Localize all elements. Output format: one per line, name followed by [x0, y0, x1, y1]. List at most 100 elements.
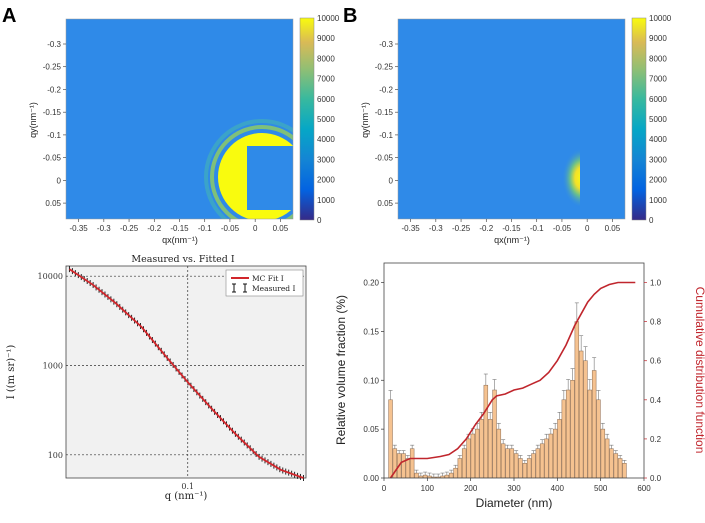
bar — [604, 438, 610, 478]
bar — [583, 360, 588, 478]
y-tick-label: -0.1 — [47, 131, 61, 140]
y2-tick-label: 0.6 — [650, 357, 662, 366]
y-tick-label: -0.1 — [379, 131, 393, 140]
bar — [392, 448, 398, 478]
y-tick-label: 1000 — [43, 361, 63, 370]
bar — [531, 453, 536, 478]
heatmap-a-axes: -0.35 -0.3 -0.25 -0.2 -0.15 -0.1 -0.05 0 0.05 -0.… — [43, 40, 289, 233]
colorbar-tick-label: 2000 — [317, 176, 335, 185]
legend-measured-label: Measured I — [252, 284, 295, 293]
y2-tick-label: 0.0 — [650, 474, 662, 483]
legend-fit-label: MC Fit I — [252, 274, 284, 283]
colorbar-tick-label: 5000 — [317, 115, 335, 124]
y-tick-label: 0.15 — [363, 327, 379, 336]
x-tick-label: 0 — [585, 224, 590, 233]
bar — [535, 448, 541, 478]
y-tick-label: 0.05 — [45, 199, 61, 208]
x-tick-label: 300 — [507, 484, 521, 493]
bar — [409, 448, 415, 478]
y-tick-label: -0.3 — [379, 40, 393, 49]
panel-letter-a: A — [2, 5, 16, 27]
heatmap-a — [65, 18, 294, 220]
bar — [457, 458, 463, 478]
x-tick-label: -0.25 — [452, 224, 471, 233]
colorbar-tick-label: 3000 — [649, 155, 667, 164]
heatmap-a-xlabel: qx(nm⁻¹) — [162, 235, 198, 245]
colorbar-a-gradient — [299, 17, 315, 221]
x-tick-label: 500 — [594, 484, 608, 493]
colorbar-a — [299, 17, 315, 221]
heatmap-a-outer-ring — [204, 119, 293, 219]
x-tick-label: 600 — [637, 484, 651, 493]
panel-c-legend: MC Fit I Measured I — [225, 269, 304, 297]
colorbar-tick-label: 10000 — [317, 14, 340, 23]
bar — [422, 474, 428, 478]
bar — [505, 448, 510, 478]
bar — [578, 350, 584, 478]
panel-d-ylabel: Relative volume fraction (%) — [334, 295, 348, 445]
y-tick-label: 0.10 — [363, 376, 379, 385]
fit-line — [68, 268, 304, 479]
bar — [591, 370, 597, 478]
bar — [500, 443, 506, 478]
colorbar-tick-label: 7000 — [649, 75, 667, 84]
x-tick-label: -0.05 — [553, 224, 572, 233]
legend-measured-swatch — [232, 283, 247, 293]
colorbar-tick-label: 2000 — [649, 176, 667, 185]
bar — [444, 474, 450, 478]
panel-c-ylabel: I ((m sr)⁻¹) — [6, 345, 17, 400]
y-tick-label: 100 — [48, 451, 63, 460]
y-tick-label: 0.05 — [363, 425, 379, 434]
y-tick-label: 0.00 — [363, 474, 379, 483]
bar — [518, 458, 523, 478]
colorbar-tick-label: 0 — [649, 216, 654, 225]
bar — [483, 384, 489, 478]
bar — [609, 448, 614, 478]
y-tick-label: -0.15 — [43, 108, 62, 117]
y-tick-label: 0 — [389, 176, 394, 185]
panel-d-background — [325, 250, 705, 523]
colorbar-b — [631, 17, 647, 221]
bar — [388, 399, 393, 478]
y-tick-label: -0.15 — [375, 108, 394, 117]
bar — [474, 428, 480, 478]
y-tick-label: -0.2 — [47, 85, 61, 94]
x-tick-label: -0.2 — [147, 224, 161, 233]
bar — [487, 419, 493, 478]
bar — [461, 448, 467, 478]
bar — [448, 472, 454, 478]
bar — [522, 463, 528, 478]
y-tick-label: 10000 — [38, 272, 63, 281]
y2-tick-label: 0.8 — [650, 318, 662, 327]
x-tick-label: -0.1 — [530, 224, 544, 233]
x-tick-label: -0.2 — [479, 224, 493, 233]
colorbar-tick-label: 1000 — [649, 196, 667, 205]
heatmap-b-ylabel: qy(nm⁻¹) — [360, 102, 370, 138]
y-tick-label: -0.3 — [47, 40, 61, 49]
panel-c-plot-area — [65, 265, 307, 479]
colorbar-tick-label: 3000 — [317, 155, 335, 164]
panel-letter-b: B — [343, 5, 357, 27]
bar — [513, 453, 519, 478]
colorbar-tick-label: 7000 — [317, 75, 335, 84]
x-tick-label: 200 — [464, 484, 478, 493]
panel-c-title: Measured vs. Fitted I — [131, 254, 235, 265]
panel-c-axes: 0.1 100 1000 10000 — [38, 266, 306, 491]
y-tick-label: -0.05 — [375, 154, 394, 163]
x-tick-label: -0.35 — [401, 224, 420, 233]
colorbar-tick-label: 8000 — [317, 54, 335, 63]
colorbar-tick-label: 9000 — [649, 34, 667, 43]
bar — [470, 433, 476, 478]
x-tick-label: -0.1 — [198, 224, 212, 233]
bar — [622, 463, 627, 478]
heatmap-b-axes: -0.35 -0.3 -0.25 -0.2 -0.15 -0.1 -0.05 0 0.05 -0.… — [375, 40, 621, 233]
bar — [600, 428, 606, 478]
bar — [401, 453, 406, 478]
colorbar-tick-label: 10000 — [649, 14, 672, 23]
colorbar-a-ticks: 0 1000 2000 3000 4000 5000 6000 7000 8000 9000 100… — [317, 14, 340, 225]
bar — [509, 448, 515, 478]
bar — [570, 380, 575, 478]
panel-c-legend-box — [225, 269, 304, 297]
colorbar-tick-label: 4000 — [317, 135, 335, 144]
